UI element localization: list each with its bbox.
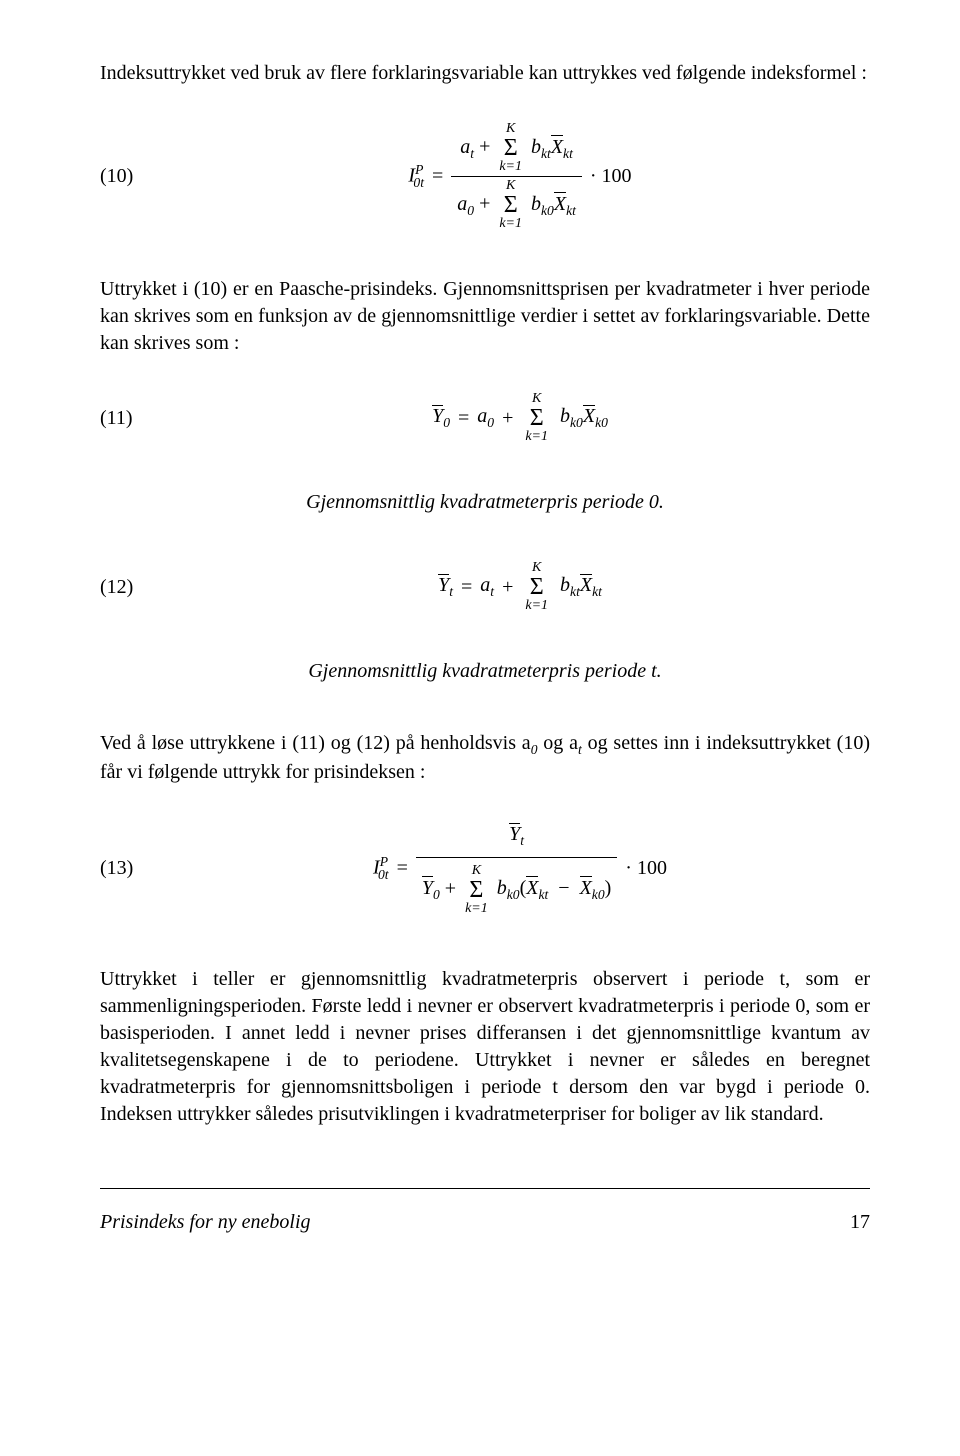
eq-number-13: (13) [100,855,170,882]
times-100-b: · 100 [625,855,667,882]
equation-13: (13) IP0t = Yt Y0 + K Σ k=1 [100,821,870,915]
eq-number-10: (10) [100,163,170,190]
footer-rule [100,1188,870,1189]
caption-12: Gjennomsnittlig kvadratmeterpris periode… [100,658,870,685]
paragraph-3: Ved å løse uttrykkene i (11) og (12) på … [100,730,870,786]
equals-sign: = [432,163,443,190]
page-number: 17 [850,1209,870,1236]
page-footer: Prisindeks for ny enebolig 17 [100,1209,870,1236]
equation-11: (11) Y0 = a0 + K Σ k=1 bk0Xk0 [100,392,870,444]
symbol-0t-sub: 0t [413,175,424,190]
paragraph-2: Uttrykket i (10) er en Paasche-prisindek… [100,276,870,357]
paragraph-4: Uttrykket i teller er gjennomsnittlig kv… [100,966,870,1128]
times-100: · 100 [590,163,632,190]
equation-12: (12) Yt = at + K Σ k=1 bktXkt [100,561,870,613]
eq-number-12: (12) [100,574,170,601]
equation-10: (10) IP0t = at + K Σ k=1 bktXkt [100,122,870,231]
caption-11: Gjennomsnittlig kvadratmeterpris periode… [100,489,870,516]
intro-paragraph: Indeksuttrykket ved bruk av flere forkla… [100,60,870,87]
eq-number-11: (11) [100,405,170,432]
footer-title: Prisindeks for ny enebolig [100,1209,311,1236]
